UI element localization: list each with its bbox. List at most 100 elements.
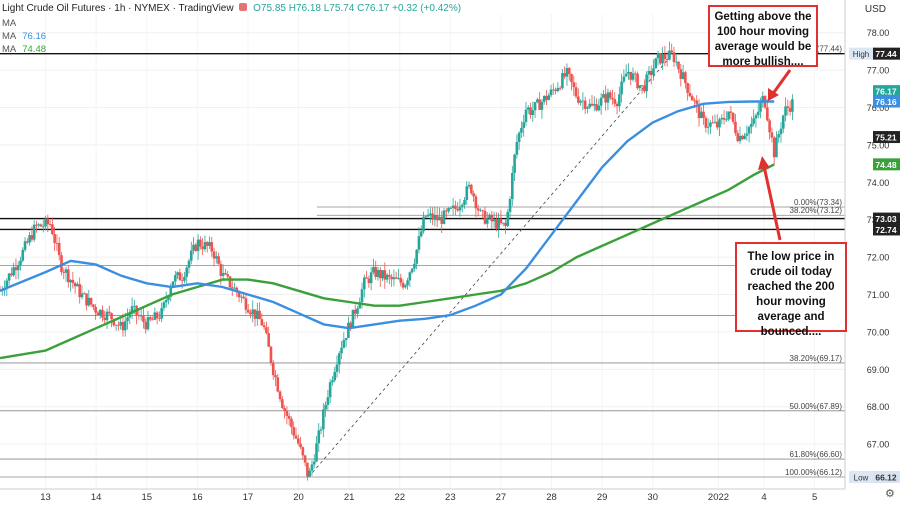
candle-body (738, 135, 742, 142)
candle-body (558, 87, 562, 89)
candle-body (686, 83, 689, 93)
ma-row-1[interactable]: MA (2, 18, 17, 29)
currency-label[interactable]: USD (864, 4, 886, 15)
callout-arrows (758, 69, 792, 241)
candle-body (415, 249, 418, 264)
candle-body (178, 272, 182, 281)
candle-body (615, 103, 619, 107)
candle-body (463, 199, 466, 205)
candle-body (426, 214, 430, 217)
candle-body (595, 104, 598, 111)
settings-gear-icon[interactable]: ⚙ (885, 487, 895, 500)
x-tick-label: 28 (546, 492, 557, 503)
candle-body (602, 94, 605, 98)
candle-body (501, 222, 505, 224)
candle-body (64, 269, 68, 273)
candle-body (679, 69, 683, 79)
candle-body (460, 204, 464, 207)
price-label: 76.16 (875, 97, 897, 107)
candle-body (759, 102, 762, 112)
candle-body (586, 107, 589, 109)
candle-body (688, 92, 692, 97)
chart-header: Light Crude Oil Futures · 1h · NYMEX · T… (2, 3, 461, 14)
candle-body (772, 137, 776, 158)
y-tick-label: 68.00 (867, 402, 890, 412)
candle-body (406, 280, 409, 286)
candle-body (383, 270, 387, 280)
candle-body (442, 210, 446, 224)
candle-body (89, 297, 93, 305)
flag-icon[interactable] (239, 3, 248, 11)
candle-body (699, 111, 703, 119)
candle-body (663, 54, 667, 60)
tag-bg (849, 471, 873, 484)
candle-body (492, 219, 496, 222)
candle-body (684, 72, 687, 84)
candle-body (633, 73, 637, 75)
candle-body (743, 135, 746, 140)
candle-body (447, 208, 450, 212)
candle-body (631, 73, 635, 80)
candle-body (604, 94, 607, 103)
candle-body (752, 118, 755, 124)
candle-body (390, 276, 393, 280)
price-label-bg (873, 95, 900, 108)
candle-body (292, 427, 296, 436)
price-label-bg (873, 158, 900, 171)
candle-body (761, 96, 765, 103)
candle-body (265, 327, 268, 334)
candle-body (551, 89, 555, 91)
candle-body (538, 99, 541, 110)
candle-body (529, 107, 532, 115)
time-axis: 13 14 15 16 17 20 21 22 23 27 28 29 30 2022 4 5 (40, 492, 817, 503)
candle-body (28, 235, 31, 243)
candle-body (731, 112, 735, 122)
candle-body (294, 435, 298, 439)
candle-body (215, 256, 218, 259)
candle-body (353, 309, 357, 314)
candle-body (768, 120, 771, 133)
candle-body (271, 362, 275, 376)
candle-body (285, 410, 289, 416)
candle-body (456, 208, 459, 211)
candle-body (556, 87, 560, 92)
y-tick-label: 78.00 (867, 28, 890, 38)
candle-body (583, 100, 587, 109)
candle-body (488, 214, 491, 219)
x-tick-label: 23 (445, 492, 456, 503)
candle-body (221, 273, 225, 276)
ma200-line (0, 163, 775, 360)
candle-body (693, 100, 696, 102)
price-label: 74.48 (875, 160, 897, 170)
candle-body (287, 415, 291, 419)
candle-body (467, 184, 471, 187)
ma100-line (0, 100, 775, 330)
candle-body (260, 319, 264, 326)
candle-body (51, 224, 54, 235)
candle-body (301, 447, 305, 456)
candle-body (162, 302, 166, 309)
candle-body (310, 464, 314, 471)
candle-body (429, 213, 432, 215)
candle-body (504, 222, 507, 226)
ma-row-2[interactable]: MA 76.16 (2, 31, 47, 42)
candle-body (212, 251, 216, 259)
candle-body (117, 324, 120, 326)
candle-body (85, 293, 88, 306)
price-label-bg (873, 223, 900, 236)
candle-body (148, 317, 152, 320)
candle-body (372, 267, 375, 273)
candle-body (322, 409, 325, 430)
candle-body (775, 137, 778, 158)
candle-body (750, 123, 753, 128)
candle-body (413, 263, 416, 269)
candle-body (16, 265, 20, 271)
candle-body (44, 218, 47, 227)
candle-body (164, 299, 168, 303)
candle-body (78, 284, 81, 298)
callout-top: Getting above the 100 hour moving averag… (708, 5, 818, 68)
candle-body (37, 224, 41, 226)
ma-row-3[interactable]: MA 74.48 (2, 44, 47, 55)
candle-body (394, 277, 398, 279)
candle-body (734, 121, 737, 134)
